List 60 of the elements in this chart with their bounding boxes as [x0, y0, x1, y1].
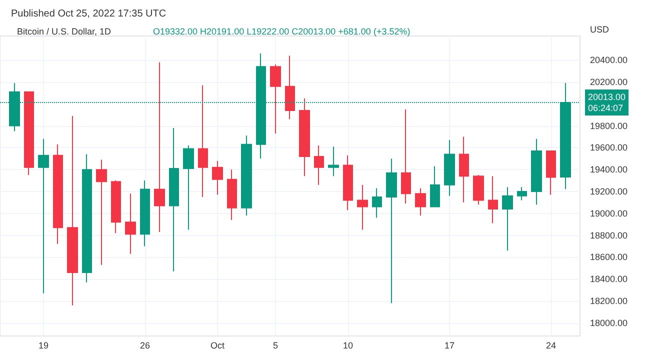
- candlestick: [53, 144, 63, 245]
- candlestick: [502, 186, 513, 252]
- candlestick: [67, 115, 78, 306]
- y-tick-label: 19400.00: [590, 164, 628, 175]
- candlestick: [459, 136, 469, 203]
- candlestick: [357, 184, 368, 230]
- y-tick-label: 18000.00: [590, 318, 628, 328]
- x-tick-label: Oct: [210, 340, 225, 350]
- candlestick: [227, 169, 237, 220]
- x-tick-label: 19: [38, 340, 49, 350]
- candlestick: [270, 64, 281, 134]
- candlestick: [285, 55, 295, 120]
- y-tick-label: 18400.00: [590, 274, 628, 284]
- chart-subtitle: O19332.00 H20191.00 L19222.00 C20013.00 +681.00 (+3.52%): [153, 26, 410, 36]
- x-tick-label: 10: [342, 340, 354, 350]
- candlestick: [473, 174, 484, 206]
- chart-title: Bitcoin / U.S. Dollar, 1D: [17, 26, 112, 36]
- y-tick-label: 20200.00: [590, 76, 628, 87]
- x-tick-label: 26: [140, 340, 150, 350]
- y-tick-label: 18200.00: [590, 296, 628, 306]
- candlestick: [488, 176, 498, 224]
- y-tick-label: 19000.00: [590, 208, 628, 218]
- candlestick: [169, 127, 179, 272]
- y-tick-label: 19200.00: [590, 186, 628, 196]
- text: Published Oct 25, 2022 17:35 UTC: [11, 8, 166, 20]
- candlestick: [401, 108, 411, 204]
- ref-line-label: 20013.00: [588, 92, 626, 102]
- candlestick: [415, 188, 426, 216]
- candlestick: [314, 144, 324, 186]
- candlestick: [111, 180, 121, 234]
- candlestick: [517, 186, 527, 201]
- candlestick: [343, 154, 353, 211]
- candlestick: [444, 140, 455, 196]
- candlestick: [372, 188, 382, 218]
- candlestick: [183, 144, 194, 230]
- candlestick: [140, 180, 150, 247]
- x-tick-label: 17: [444, 340, 455, 350]
- candlestick: [96, 159, 107, 266]
- candlestick: [430, 166, 440, 208]
- text: 06:24:07: [588, 102, 624, 113]
- candlestick: [531, 138, 542, 206]
- y-tick-label: 19600.00: [590, 142, 628, 153]
- x-tick-label: 24: [546, 340, 556, 350]
- candlestick: [241, 135, 252, 216]
- candlestick: [328, 146, 339, 177]
- y-tick-label: 18800.00: [590, 230, 628, 240]
- candlestick: [212, 160, 223, 196]
- y-tick-label: 18600.00: [590, 252, 628, 262]
- x-tick-label: 5: [272, 340, 278, 350]
- candlestick: [82, 154, 92, 283]
- candlestick: [299, 98, 310, 177]
- y-tick-label: 19800.00: [590, 120, 628, 131]
- candlestick: [386, 158, 397, 304]
- candlestick: [24, 91, 34, 176]
- y-tick-label: 20400.00: [590, 55, 628, 66]
- candlestick: [154, 62, 165, 232]
- candlestick: [546, 150, 556, 196]
- candlestick: [198, 84, 208, 198]
- y-axis-title: USD: [590, 24, 610, 34]
- candlestick: [125, 193, 136, 254]
